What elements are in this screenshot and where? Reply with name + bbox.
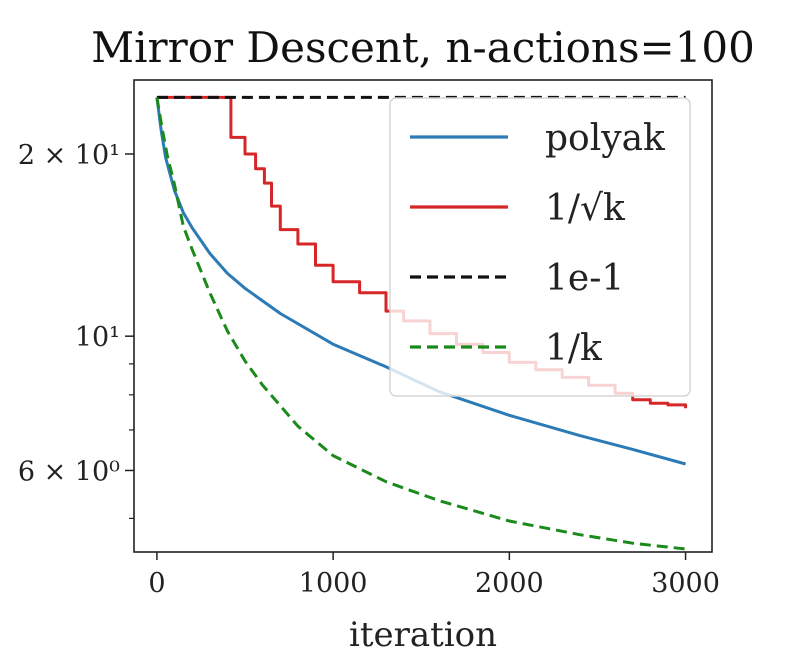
legend-label-4: 1/k [545,328,603,369]
y-tick-label: 6 × 10⁰ [18,456,120,487]
y-tick-label: 2 × 10¹ [18,140,120,171]
legend-label-2: 1/√k [545,188,626,229]
x-tick-label: 3000 [651,568,720,599]
legend-label-1: polyak [545,118,666,159]
x-axis-label: iteration [349,615,497,655]
y-tick-label: 10¹ [75,322,120,353]
plot-area: 0 1000 2000 3000 6 × 10⁰ 10¹ 2 × 10¹ [18,79,720,599]
x-tick-label: 0 [148,568,165,599]
legend: polyak 1/√k 1e-1 1/k [389,97,691,397]
x-ticks: 0 1000 2000 3000 [148,552,720,599]
series-line-4 [155,97,686,551]
plot-frame [133,79,713,553]
x-tick-label: 1000 [299,568,368,599]
legend-label-3: 1e-1 [545,258,624,299]
legend-box [389,97,691,397]
chart-title: Mirror Descent, n-actions=100 [91,23,755,72]
x-tick-label: 2000 [475,568,544,599]
y-ticks: 6 × 10⁰ 10¹ 2 × 10¹ [18,140,134,519]
series-line-1 [155,97,686,466]
